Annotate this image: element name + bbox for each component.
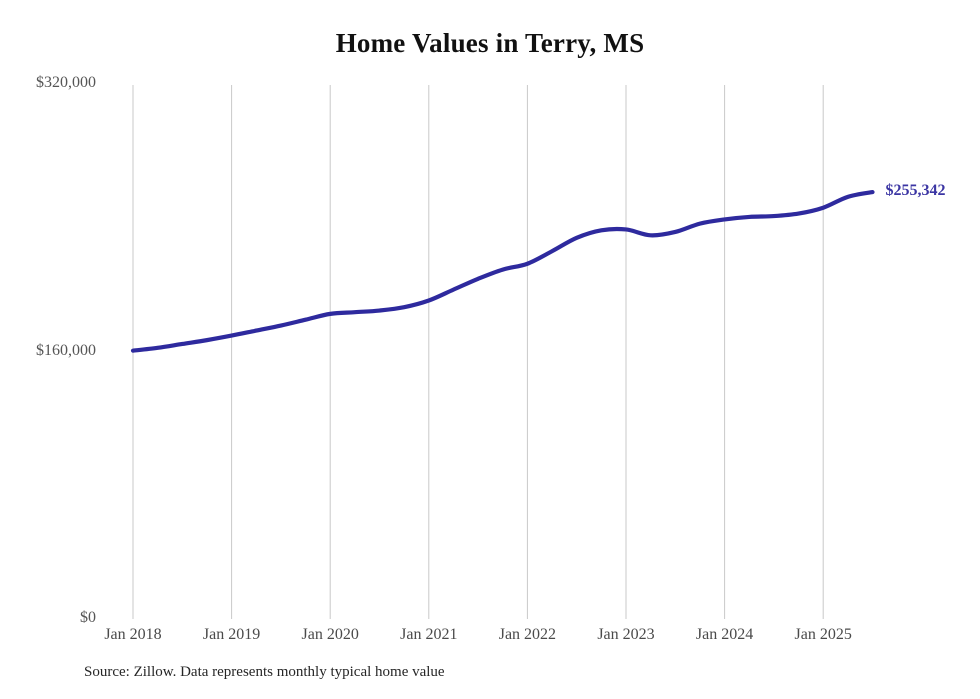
end-value-label: $255,342 bbox=[885, 182, 946, 200]
source-note: Source: Zillow. Data represents monthly … bbox=[84, 664, 445, 680]
x-axis-tick-label: Jan 2023 bbox=[597, 626, 655, 643]
y-axis-tick-label: $160,000 bbox=[36, 341, 96, 359]
gridlines bbox=[132, 85, 824, 619]
x-axis-tick-label: Jan 2018 bbox=[104, 626, 162, 643]
x-axis-tick-label: Jan 2019 bbox=[202, 626, 261, 643]
x-axis-tick-label: Jan 2024 bbox=[695, 626, 754, 643]
y-axis-tick-label: $320,000 bbox=[36, 74, 96, 91]
x-axis-tick-label: Jan 2022 bbox=[498, 626, 557, 643]
chart-title: Home Values in Terry, MS bbox=[335, 28, 645, 58]
x-axis-tick-label: Jan 2020 bbox=[301, 626, 359, 643]
x-axis-tick-label: Jan 2021 bbox=[400, 626, 458, 643]
home-value-line bbox=[130, 190, 875, 353]
y-axis-tick-label: $0 bbox=[80, 609, 96, 626]
x-axis-tick-label: Jan 2025 bbox=[794, 626, 852, 643]
